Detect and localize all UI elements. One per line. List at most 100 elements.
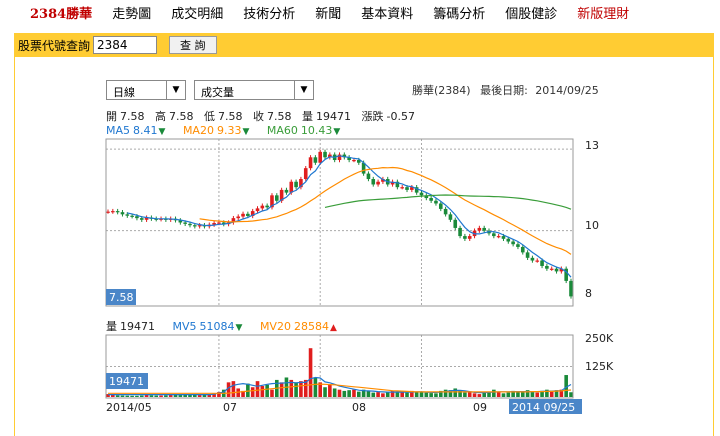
change-value: -0.57	[386, 110, 415, 123]
query-button[interactable]: 查 詢	[169, 36, 217, 54]
change-label: 漲跌	[361, 110, 384, 123]
ma5-line	[127, 155, 572, 278]
indicator-select[interactable]: 成交量 ▼	[194, 80, 314, 100]
volume-bar	[207, 394, 212, 397]
volume-bar	[217, 392, 221, 397]
chevron-down-icon: ▼	[166, 81, 185, 99]
volume-bar	[212, 393, 216, 397]
candle-body	[400, 187, 404, 189]
stock-code-input[interactable]	[93, 36, 158, 54]
candle-body	[255, 208, 260, 212]
volume-bar	[279, 382, 284, 397]
volume-label: 量	[302, 110, 313, 123]
candle-body	[530, 257, 535, 261]
volume-plot-frame	[105, 334, 574, 399]
candle-body	[467, 236, 472, 239]
volume-bar	[144, 395, 149, 397]
candle-body	[506, 238, 511, 242]
volume-bar	[125, 395, 130, 397]
price-plot-frame	[105, 138, 574, 307]
volume-info-row: 量 19471 MV5 51084▼ MV20 28584▲	[106, 318, 351, 334]
ma60-line	[324, 194, 572, 210]
volume-bar	[202, 394, 207, 397]
candle-body	[482, 227, 486, 231]
volume-bar	[381, 393, 385, 397]
candle-body	[241, 213, 245, 217]
stock-title-link[interactable]: 2384勝華	[30, 6, 93, 22]
volume-bar	[308, 348, 313, 397]
candle-body	[318, 151, 323, 163]
volume-bar	[458, 390, 462, 397]
nav-news[interactable]: 新聞	[315, 6, 342, 22]
candle-body	[294, 181, 298, 188]
volume-bar	[463, 392, 467, 397]
volume-bar	[429, 393, 433, 397]
volume-bar	[492, 389, 496, 397]
candle-body	[443, 208, 448, 215]
volume-grid	[106, 335, 573, 398]
last-price-tag: 7.58	[109, 291, 134, 304]
last-date-label: 最後日期:	[480, 84, 528, 97]
volume-bar	[303, 379, 308, 397]
nav-basic-info[interactable]: 基本資料	[361, 6, 414, 22]
down-arrow-icon: ▼	[242, 127, 250, 137]
volume-bar	[443, 389, 448, 397]
ma5-label: MA5	[106, 124, 131, 137]
volume-bar	[178, 395, 183, 397]
up-arrow-icon: ▲	[329, 323, 337, 333]
candle-body	[337, 154, 342, 161]
mv5-indicator: MV5 51084▼	[173, 320, 250, 333]
nav-new-finance[interactable]: 新版理財	[577, 6, 630, 22]
down-arrow-icon: ▼	[158, 127, 166, 137]
candle-body	[419, 192, 424, 196]
volume-bar	[482, 392, 486, 397]
ma20-label: MA20	[182, 124, 214, 137]
mv5-label: MV5	[172, 320, 197, 333]
nav-diagnosis[interactable]: 個股健診	[505, 6, 558, 22]
candle-body	[279, 189, 284, 201]
volume-bar	[414, 392, 419, 397]
volume-bar	[299, 381, 303, 397]
volume-bar	[183, 394, 187, 397]
volume-bar	[467, 392, 472, 397]
close-value: 7.58	[267, 110, 292, 123]
nav-technical[interactable]: 技術分析	[243, 6, 296, 22]
candle-body	[323, 151, 327, 158]
last-volume-tag: 19471	[109, 375, 144, 388]
candle-body	[554, 268, 559, 272]
candle-body	[342, 154, 347, 158]
volume-bar	[255, 381, 260, 397]
candle-body	[265, 205, 269, 208]
period-select[interactable]: 日線 ▼	[106, 80, 186, 100]
volume-bar	[347, 390, 351, 397]
volume-bar	[188, 394, 192, 397]
volume-bar	[226, 382, 231, 397]
price-tick-1: 10	[585, 219, 599, 232]
candle-body	[492, 233, 496, 237]
chevron-down-icon: ▼	[294, 81, 313, 99]
candle-body	[303, 168, 308, 180]
volume-bar	[130, 395, 134, 397]
query-bar: 股票代號查詢 查 詢	[14, 33, 714, 57]
candle-body	[405, 187, 409, 190]
candle-body	[429, 198, 433, 201]
candle-body	[569, 280, 573, 297]
stock-name: 勝華(2384)	[412, 84, 471, 97]
candle-body	[549, 268, 554, 270]
close-label: 收	[253, 110, 264, 123]
volume-bar	[139, 395, 144, 397]
nav-chips[interactable]: 籌碼分析	[433, 6, 486, 22]
query-label: 股票代號查詢	[18, 38, 91, 53]
candle-body	[496, 236, 501, 238]
mv20-line	[108, 383, 572, 394]
volume-tick-1: 125K	[585, 360, 614, 373]
nav-trade-details[interactable]: 成交明細	[171, 6, 224, 22]
volume-bar	[424, 392, 429, 397]
nav-trend[interactable]: 走勢圖	[112, 6, 152, 22]
x-label-1: 07	[223, 401, 237, 414]
volume-bar	[135, 395, 139, 397]
volume-bar	[197, 395, 202, 397]
x-label-2: 08	[352, 401, 366, 414]
open-label: 開	[106, 110, 117, 123]
candle-body	[135, 216, 139, 219]
